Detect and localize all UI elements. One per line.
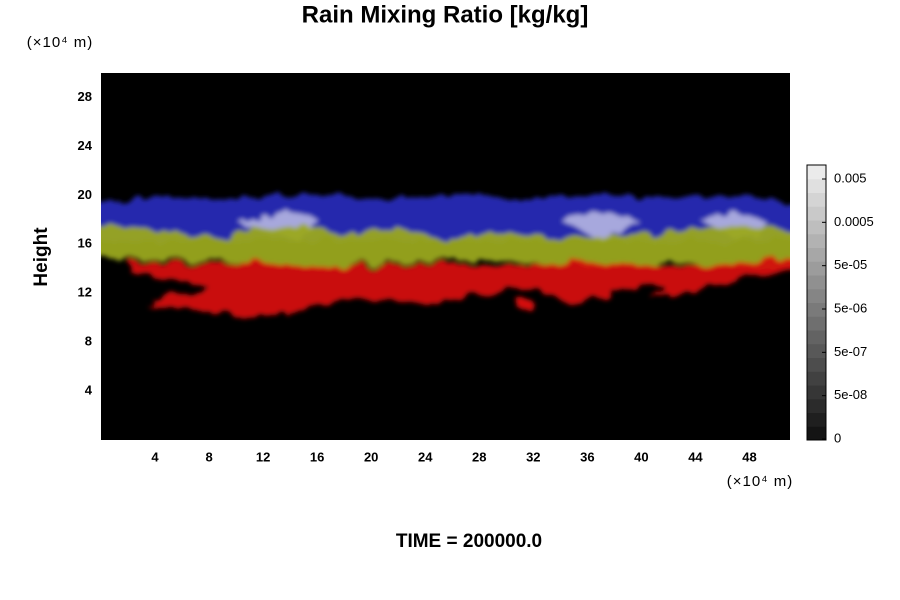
colorbar-level: [807, 247, 826, 262]
y-unit: (×10⁴ m): [27, 34, 94, 51]
colorbar-tick-label: 0: [834, 430, 841, 445]
red-patch: [515, 297, 535, 309]
colorbar-tick-label: 0.0005: [834, 214, 874, 229]
time-label: TIME = 200000.0: [396, 531, 542, 552]
colorbar-frame: [806, 164, 827, 441]
colorbar-level: [807, 330, 826, 345]
colorbar-tick-label: 0.005: [834, 170, 867, 185]
x-tick-label: 48: [742, 449, 756, 464]
x-tick-label: 28: [472, 449, 486, 464]
colorbar-tick-label: 5e-06: [834, 300, 867, 315]
colorbar-level: [807, 233, 826, 248]
x-tick-label: 32: [526, 449, 540, 464]
y-tick-label: 12: [78, 285, 92, 300]
colorbar-level: [807, 192, 826, 207]
yellow-layer: [101, 225, 790, 270]
x-tick-label: 8: [205, 449, 212, 464]
colorbar-level: [807, 206, 826, 221]
x-tick-label: 20: [364, 449, 378, 464]
x-tick-label: 12: [256, 449, 270, 464]
y-tick-label: 16: [78, 236, 92, 251]
colorbar-level: [807, 288, 826, 303]
x-tick-label: 24: [418, 449, 433, 464]
x-tick-label: 16: [310, 449, 324, 464]
red-layer: [130, 258, 790, 318]
y-tick-label: 4: [85, 383, 93, 398]
colorbar-level: [807, 385, 826, 400]
colorbar-level: [807, 165, 826, 180]
y-tick-label: 8: [85, 334, 92, 349]
colorbar-level: [807, 343, 826, 358]
colorbar-level: [807, 371, 826, 386]
chart-title: Rain Mixing Ratio [kg/kg]: [302, 1, 589, 28]
colorbar-level: [807, 275, 826, 290]
rain-field: [101, 194, 790, 318]
colorbar-level: [807, 178, 826, 193]
x-tick-label: 44: [688, 449, 703, 464]
colorbar-level: [807, 220, 826, 235]
colorbar-level: [807, 398, 826, 413]
x-unit: (×10⁴ m): [727, 473, 794, 490]
y-axis-label: Height: [31, 227, 52, 287]
colorbar-tick-label: 5e-08: [834, 387, 867, 402]
colorbar-level: [807, 302, 826, 317]
x-tick-label: 4: [151, 449, 159, 464]
colorbar-level: [807, 412, 826, 427]
colorbar-tick-label: 5e-05: [834, 257, 867, 272]
x-tick-label: 36: [580, 449, 594, 464]
y-tick-label: 28: [78, 89, 92, 104]
colorbar-level: [807, 316, 826, 331]
colorbar-level: [807, 426, 826, 441]
colorbar-tick-label: 5e-07: [834, 344, 867, 359]
colorbar-level: [807, 261, 826, 276]
y-tick-label: 24: [78, 138, 93, 153]
x-tick-label: 40: [634, 449, 648, 464]
colorbar-level: [807, 357, 826, 372]
colorbar: 0.005 0.0005 5e-05 5e-06 5e-07 5e-08 0: [806, 164, 874, 445]
y-tick-label: 20: [78, 187, 92, 202]
